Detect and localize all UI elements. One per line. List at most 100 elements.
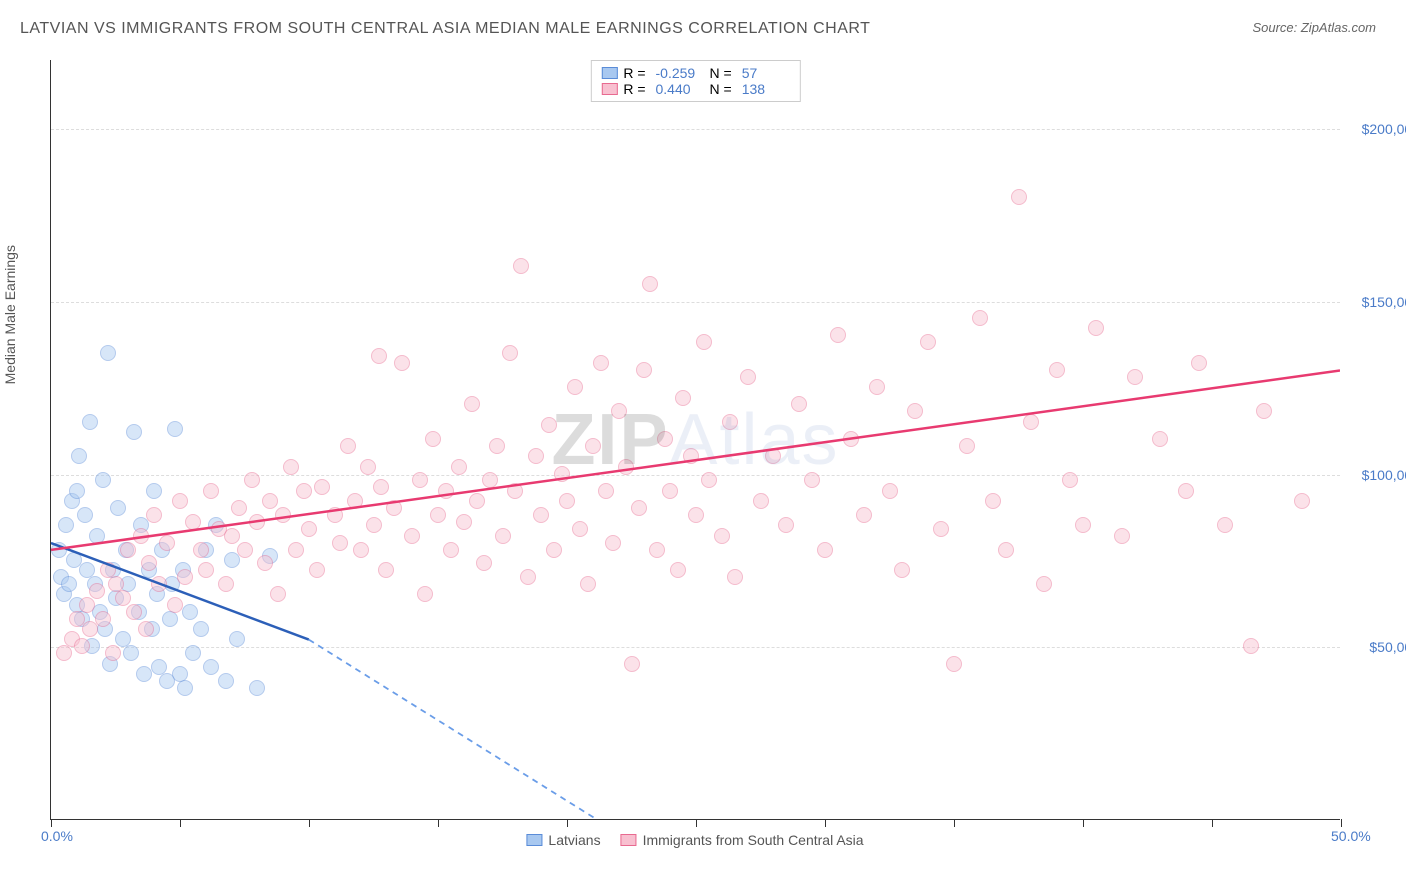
data-point bbox=[502, 345, 518, 361]
x-tick bbox=[51, 819, 52, 827]
data-point bbox=[443, 542, 459, 558]
data-point bbox=[740, 369, 756, 385]
data-point bbox=[585, 438, 601, 454]
data-point bbox=[933, 521, 949, 537]
data-point bbox=[203, 483, 219, 499]
chart-area: ZIPAtlas R =-0.259N =57R =0.440N =138 $5… bbox=[50, 60, 1340, 820]
data-point bbox=[151, 576, 167, 592]
data-point bbox=[257, 555, 273, 571]
data-point bbox=[182, 604, 198, 620]
data-point bbox=[141, 555, 157, 571]
data-point bbox=[791, 396, 807, 412]
data-point bbox=[624, 656, 640, 672]
trend-lines bbox=[51, 60, 1340, 819]
data-point bbox=[89, 583, 105, 599]
data-point bbox=[1127, 369, 1143, 385]
data-point bbox=[404, 528, 420, 544]
data-point bbox=[688, 507, 704, 523]
data-point bbox=[262, 493, 278, 509]
data-point bbox=[231, 500, 247, 516]
gridline-h bbox=[51, 302, 1340, 303]
legend-row: R =0.440N =138 bbox=[601, 81, 789, 97]
data-point bbox=[985, 493, 1001, 509]
data-point bbox=[332, 535, 348, 551]
data-point bbox=[495, 528, 511, 544]
data-point bbox=[244, 472, 260, 488]
x-tick bbox=[1083, 819, 1084, 827]
data-point bbox=[198, 562, 214, 578]
data-point bbox=[95, 611, 111, 627]
data-point bbox=[61, 576, 77, 592]
data-point bbox=[394, 355, 410, 371]
data-point bbox=[275, 507, 291, 523]
data-point bbox=[347, 493, 363, 509]
data-point bbox=[58, 517, 74, 533]
data-point bbox=[218, 576, 234, 592]
data-point bbox=[159, 535, 175, 551]
data-point bbox=[778, 517, 794, 533]
data-point bbox=[567, 379, 583, 395]
data-point bbox=[1178, 483, 1194, 499]
data-point bbox=[288, 542, 304, 558]
data-point bbox=[572, 521, 588, 537]
x-tick bbox=[954, 819, 955, 827]
data-point bbox=[675, 390, 691, 406]
data-point bbox=[296, 483, 312, 499]
data-point bbox=[541, 417, 557, 433]
data-point bbox=[1075, 517, 1091, 533]
data-point bbox=[371, 348, 387, 364]
data-point bbox=[185, 645, 201, 661]
data-point bbox=[869, 379, 885, 395]
gridline-h bbox=[51, 129, 1340, 130]
data-point bbox=[193, 542, 209, 558]
data-point bbox=[136, 666, 152, 682]
data-point bbox=[79, 597, 95, 613]
data-point bbox=[74, 638, 90, 654]
data-point bbox=[907, 403, 923, 419]
y-tick-label: $50,000 bbox=[1350, 639, 1406, 655]
y-tick-label: $100,000 bbox=[1350, 467, 1406, 483]
data-point bbox=[662, 483, 678, 499]
data-point bbox=[327, 507, 343, 523]
data-point bbox=[753, 493, 769, 509]
data-point bbox=[657, 431, 673, 447]
data-point bbox=[727, 569, 743, 585]
data-point bbox=[224, 528, 240, 544]
data-point bbox=[546, 542, 562, 558]
data-point bbox=[998, 542, 1014, 558]
x-tick bbox=[1212, 819, 1213, 827]
y-tick-label: $200,000 bbox=[1350, 121, 1406, 137]
data-point bbox=[489, 438, 505, 454]
correlation-legend: R =-0.259N =57R =0.440N =138 bbox=[590, 60, 800, 102]
data-point bbox=[1049, 362, 1065, 378]
data-point bbox=[177, 680, 193, 696]
data-point bbox=[554, 466, 570, 482]
data-point bbox=[412, 472, 428, 488]
data-point bbox=[580, 576, 596, 592]
data-point bbox=[167, 421, 183, 437]
data-point bbox=[1191, 355, 1207, 371]
x-tick bbox=[825, 819, 826, 827]
data-point bbox=[683, 448, 699, 464]
data-point bbox=[618, 459, 634, 475]
data-point bbox=[218, 673, 234, 689]
data-point bbox=[959, 438, 975, 454]
data-point bbox=[353, 542, 369, 558]
plot-region: ZIPAtlas R =-0.259N =57R =0.440N =138 $5… bbox=[50, 60, 1340, 820]
data-point bbox=[1256, 403, 1272, 419]
data-point bbox=[1062, 472, 1078, 488]
data-point bbox=[451, 459, 467, 475]
data-point bbox=[1036, 576, 1052, 592]
data-point bbox=[105, 645, 121, 661]
data-point bbox=[69, 483, 85, 499]
data-point bbox=[946, 656, 962, 672]
data-point bbox=[438, 483, 454, 499]
data-point bbox=[722, 414, 738, 430]
x-tick bbox=[438, 819, 439, 827]
data-point bbox=[82, 414, 98, 430]
gridline-h bbox=[51, 647, 1340, 648]
data-point bbox=[95, 472, 111, 488]
data-point bbox=[1217, 517, 1233, 533]
data-point bbox=[360, 459, 376, 475]
x-tick bbox=[567, 819, 568, 827]
